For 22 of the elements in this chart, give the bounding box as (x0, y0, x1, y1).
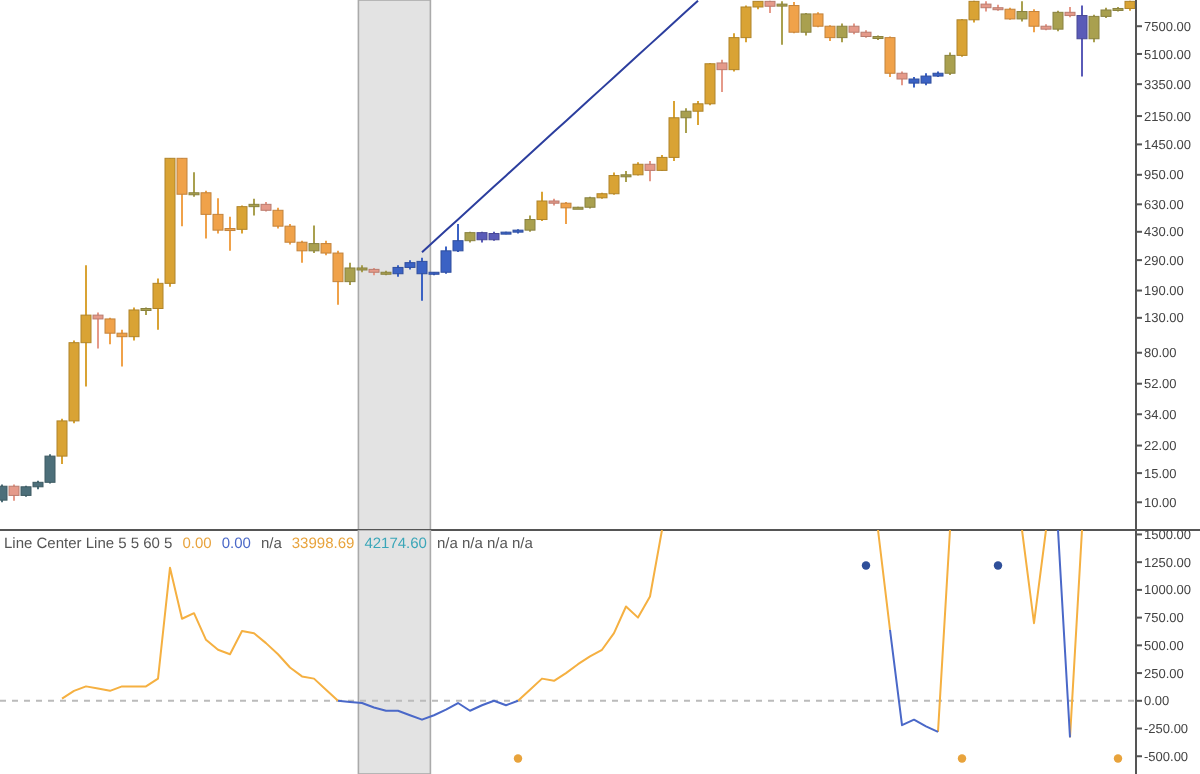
candlestick (680, 107, 692, 134)
line-series (421, 0, 699, 254)
candlestick (560, 201, 572, 225)
candlestick (188, 171, 200, 198)
candlestick (776, 0, 788, 46)
candlestick (716, 58, 728, 94)
candlestick (1052, 9, 1064, 33)
candlestick (884, 35, 896, 79)
candlestick (128, 306, 140, 342)
candlestick (176, 157, 188, 228)
candlestick (536, 190, 548, 222)
candlestick (92, 311, 104, 350)
candlestick (236, 204, 248, 235)
candlestick (788, 1, 800, 35)
candlestick (800, 12, 812, 37)
candlestick (644, 160, 656, 183)
candlestick (308, 224, 320, 255)
candlestick (1016, 0, 1028, 23)
candlestick (944, 51, 956, 77)
candlestick (1028, 8, 1040, 34)
candlestick (1076, 4, 1088, 78)
candlestick (836, 22, 848, 44)
